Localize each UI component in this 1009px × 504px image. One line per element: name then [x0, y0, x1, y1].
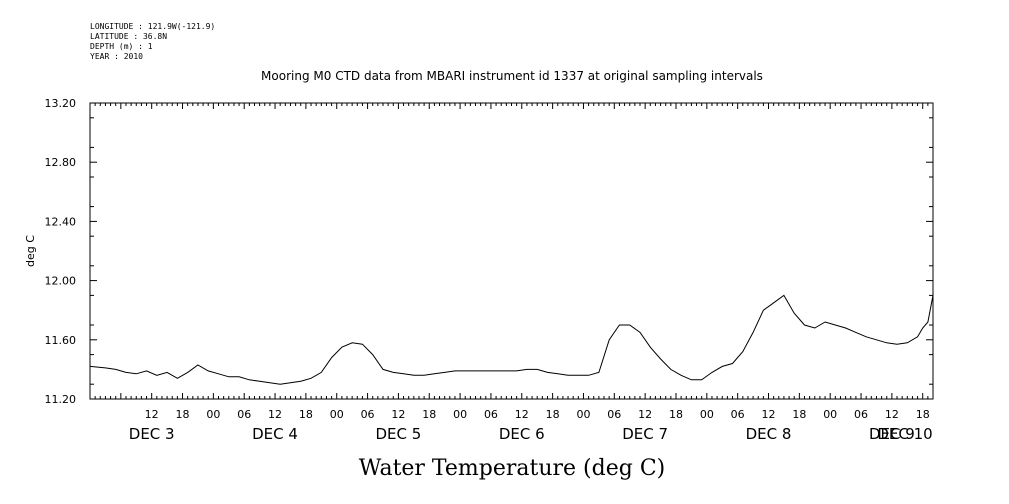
x-hour-label: 12	[268, 408, 282, 421]
x-axis-label: Water Temperature (deg C)	[359, 456, 666, 481]
x-hour-label: 12	[391, 408, 405, 421]
y-tick-label: 13.20	[45, 97, 77, 110]
x-day-label: DEC 9	[869, 425, 915, 443]
y-tick-label: 11.60	[45, 334, 77, 347]
y-tick-label: 11.20	[45, 393, 77, 406]
x-hour-label: 12	[762, 408, 776, 421]
x-day-label: DEC 6	[499, 425, 545, 443]
x-day-label: DEC 10	[877, 425, 932, 443]
x-hour-label: 18	[916, 408, 930, 421]
x-hour-label: 18	[792, 408, 806, 421]
x-hour-label: 12	[145, 408, 159, 421]
x-hour-label: 06	[361, 408, 375, 421]
x-hour-label: 06	[854, 408, 868, 421]
x-hour-label: 00	[700, 408, 714, 421]
x-hour-label: 18	[176, 408, 190, 421]
x-hour-label: 18	[546, 408, 560, 421]
y-axis: 11.20 11.60 12.00 12.40 12.80 13.20	[45, 97, 933, 406]
y-axis-label: deg C	[24, 235, 37, 267]
x-axis: 12 18 00 06 12 18 00 06 12 18 00 06 12 18 00 06 12 18 00 06…	[89, 103, 934, 443]
y-tick-label: 12.00	[45, 275, 77, 288]
x-day-label: DEC 3	[129, 425, 175, 443]
x-hour-label: 06	[484, 408, 498, 421]
x-hour-label: 06	[607, 408, 621, 421]
longitude-text: LONGITUDE : 121.9W(-121.9)	[90, 22, 216, 31]
x-hour-label: 12	[885, 408, 899, 421]
x-hour-label: 12	[638, 408, 652, 421]
y-tick-label: 12.80	[45, 156, 77, 169]
latitude-text: LATITUDE : 36.8N	[90, 32, 168, 41]
x-hour-label: 00	[206, 408, 220, 421]
plot-frame	[89, 102, 934, 400]
x-day-label: DEC 4	[252, 425, 298, 443]
x-hour-label: 00	[453, 408, 467, 421]
metadata-block: LONGITUDE : 121.9W(-121.9) LATITUDE : 36…	[90, 22, 215, 62]
depth-text: DEPTH (m) : 1	[90, 42, 153, 51]
x-hour-label: 00	[576, 408, 590, 421]
year-text: YEAR : 2010	[90, 52, 143, 61]
x-day-label: DEC 5	[376, 425, 422, 443]
x-day-label: DEC 8	[746, 425, 792, 443]
x-hour-label: 18	[299, 408, 313, 421]
chart-title: Mooring M0 CTD data from MBARI instrumen…	[261, 69, 763, 83]
y-tick-label: 12.40	[45, 215, 77, 228]
x-day-label: DEC 7	[622, 425, 668, 443]
x-hour-label: 18	[422, 408, 436, 421]
x-hour-label: 12	[515, 408, 529, 421]
x-hour-label: 00	[330, 408, 344, 421]
x-hour-label: 00	[823, 408, 837, 421]
x-hour-label: 06	[237, 408, 251, 421]
x-hour-label: 18	[669, 408, 683, 421]
x-hour-label: 06	[731, 408, 745, 421]
water-temperature-line	[89, 294, 934, 385]
